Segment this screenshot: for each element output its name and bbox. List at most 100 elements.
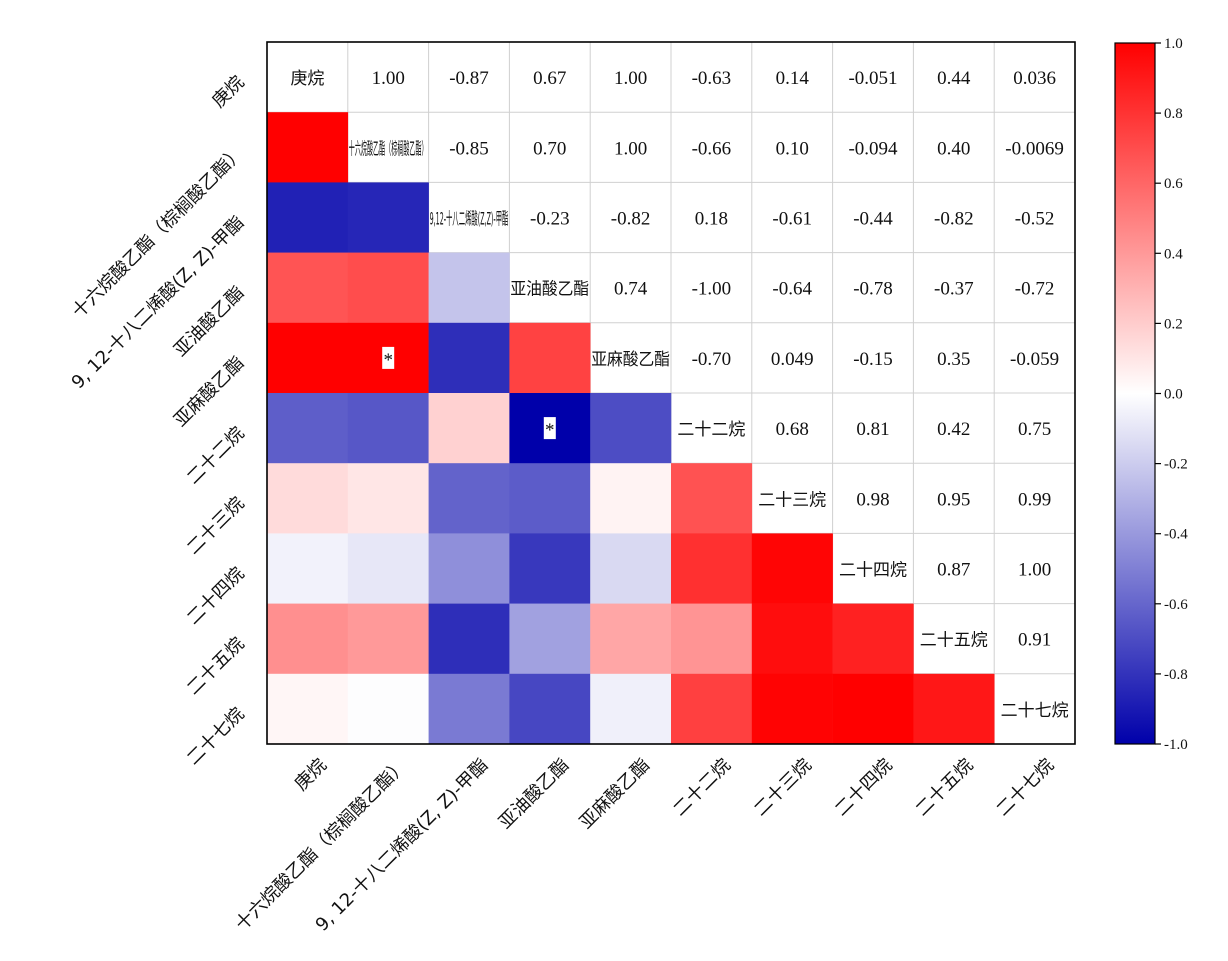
- colorbar-tick-label: -0.8: [1164, 667, 1188, 683]
- y-tick-label: 二十二烷: [183, 423, 249, 489]
- heatmap-cell: [832, 603, 914, 675]
- correlation-value: -1.00: [692, 279, 732, 300]
- correlation-value: -0.85: [449, 138, 489, 159]
- heatmap-cell: [267, 182, 349, 253]
- heatmap-cell: [428, 673, 510, 745]
- heatmap-cell: [267, 603, 349, 675]
- diagonal-label: 二十四烷: [839, 561, 907, 581]
- heatmap-cell: [347, 252, 429, 324]
- correlation-value: 0.049: [771, 349, 814, 370]
- x-tick-label: 9, 12-十八二烯酸(Z, Z)-甲酯: [312, 755, 493, 936]
- heatmap-cell: [267, 673, 349, 745]
- x-tick-label: 庚烷: [291, 755, 331, 795]
- heatmap-cell: [267, 112, 349, 183]
- heatmap-cells: [267, 112, 995, 745]
- heatmap-cell: [913, 673, 995, 745]
- heatmap-cell: [347, 182, 429, 253]
- x-tick-label: 二十二烷: [669, 755, 735, 821]
- correlation-value: 0.42: [937, 419, 970, 440]
- heatmap-cell: [428, 603, 510, 675]
- correlation-value: 0.87: [937, 560, 970, 581]
- correlation-value: -0.44: [853, 209, 893, 230]
- heatmap-cell: [428, 393, 510, 464]
- heatmap-cell: [590, 603, 672, 675]
- correlation-value: 1.00: [614, 68, 647, 89]
- diagonal-label: 亚油酸乙酯: [510, 280, 589, 300]
- correlation-value: 0.75: [1018, 419, 1051, 440]
- colorbar-tick-label: 1.0: [1164, 36, 1183, 52]
- y-tick-label: 庚烷: [208, 72, 248, 112]
- correlation-value: 0.44: [937, 68, 971, 89]
- heatmap-cell: [590, 463, 672, 534]
- diagonal-label: 9,12-十八二烯酸(Z,Z)-甲酯: [430, 210, 509, 230]
- heatmap-cell: [347, 393, 429, 464]
- correlation-value: 0.99: [1018, 489, 1051, 510]
- heatmap-cell: [590, 393, 672, 464]
- heatmap-cell: [509, 322, 591, 394]
- correlation-value: 0.74: [614, 279, 648, 300]
- heatmap-cell: [428, 533, 510, 604]
- heatmap-cell: [428, 252, 510, 324]
- correlation-value: 1.00: [614, 138, 647, 159]
- colorbar-tick-label: -0.2: [1164, 457, 1188, 473]
- heatmap-cell: [671, 463, 753, 534]
- diagonal-label: 庚烷: [290, 69, 324, 89]
- correlation-value: 0.81: [856, 419, 889, 440]
- heatmap-cell: [347, 533, 429, 604]
- x-tick-label: 二十三烷: [750, 755, 816, 821]
- y-tick-label: 亚油酸乙酯: [170, 282, 248, 360]
- correlation-value: -0.87: [449, 68, 489, 89]
- cell-values: 1.00 -0.87 0.67 1.00 -0.63 0.14 -0.051 0.44 0.03…: [290, 68, 1068, 721]
- x-tick-label: 亚油酸乙酯: [495, 755, 573, 833]
- heatmap-cell: [832, 673, 914, 745]
- heatmap-cell: [267, 393, 349, 464]
- correlation-value: 0.10: [776, 138, 809, 159]
- diagonal-label: 二十二烷: [677, 420, 745, 440]
- correlation-value: -0.051: [848, 68, 897, 89]
- heatmap-cell: [671, 603, 753, 675]
- significance-marker-bg: [382, 346, 395, 369]
- heatmap-cell: [267, 322, 349, 394]
- correlation-value: -0.82: [611, 209, 651, 230]
- correlation-value: -0.63: [692, 68, 732, 89]
- correlation-value: 0.91: [1018, 630, 1051, 651]
- heatmap-cell: [267, 463, 349, 534]
- y-tick-label: 二十七烷: [183, 704, 249, 770]
- y-tick-label: 二十三烷: [183, 493, 249, 559]
- correlation-value: -0.78: [853, 279, 893, 300]
- heatmap-cell: [428, 463, 510, 534]
- correlation-value: 0.14: [776, 68, 810, 89]
- heatmap-cell: [509, 673, 591, 745]
- diagonal-label: 二十三烷: [758, 490, 826, 510]
- correlation-value: 0.70: [533, 138, 566, 159]
- heatmap-cell: [267, 533, 349, 604]
- diagonal-label: 二十五烷: [920, 631, 988, 651]
- colorbar-tick-label: 0.6: [1164, 176, 1183, 192]
- heatmap-cell: [509, 603, 591, 675]
- heatmap-cell: [347, 673, 429, 745]
- colorbar-gradient: [1114, 42, 1156, 745]
- y-tick-label: 亚麻酸乙酯: [170, 353, 248, 431]
- colorbar-tick-label: -0.4: [1164, 527, 1188, 543]
- y-tick-label: 二十五烷: [183, 633, 249, 699]
- heatmap-cell: [590, 673, 672, 745]
- correlation-value: 0.35: [937, 349, 970, 370]
- correlation-value: -0.61: [772, 209, 812, 230]
- significance-marker-bg: [543, 417, 556, 440]
- heatmap-cell: [428, 322, 510, 394]
- colorbar-tick-label: -1.0: [1164, 737, 1188, 753]
- correlation-value: 0.68: [776, 419, 809, 440]
- correlation-value: -0.37: [934, 279, 974, 300]
- x-tick-label: 十六烷酸乙酯（棕榈酸乙酯）: [231, 755, 411, 935]
- correlation-value: 1.00: [1018, 560, 1051, 581]
- correlation-value: -0.66: [692, 138, 732, 159]
- colorbar-tick-label: 0.8: [1164, 106, 1183, 122]
- heatmap-cell: [267, 252, 349, 324]
- correlation-value: -0.23: [530, 209, 570, 230]
- correlation-value: 0.98: [856, 489, 889, 510]
- plot-frame: [266, 41, 1076, 745]
- x-tick-label: 二十四烷: [831, 755, 897, 821]
- colorbar-tick-label: 0.0: [1164, 387, 1183, 403]
